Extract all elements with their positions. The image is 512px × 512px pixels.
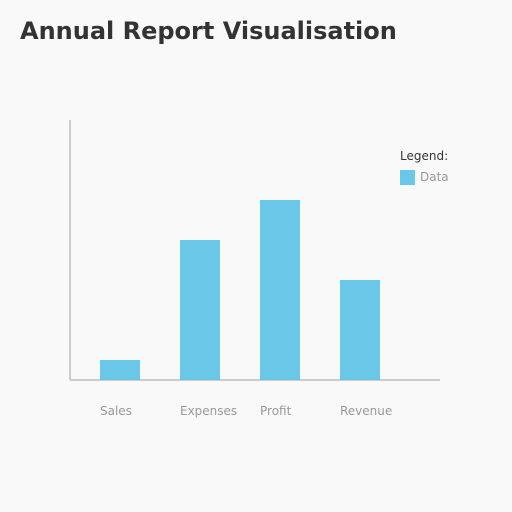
x-tick-label-sales: Sales (100, 404, 132, 418)
legend-title: Legend: (400, 149, 449, 163)
legend-entry-data: Data (400, 170, 449, 185)
x-tick-label-revenue: Revenue (340, 404, 392, 418)
bar-sales (100, 360, 140, 380)
x-tick-labels: Sales Expenses Profit Revenue (100, 404, 392, 418)
chart-title: Annual Report Visualisation (20, 17, 397, 45)
bars-group (100, 200, 380, 380)
bar-expenses (180, 240, 220, 380)
x-tick-label-profit: Profit (260, 404, 292, 418)
bar-profit (260, 200, 300, 380)
bar-revenue (340, 280, 380, 380)
legend-label: Data (420, 170, 449, 184)
legend-swatch (400, 170, 415, 185)
x-tick-label-expenses: Expenses (180, 404, 237, 418)
legend: Legend: Data (400, 148, 449, 185)
